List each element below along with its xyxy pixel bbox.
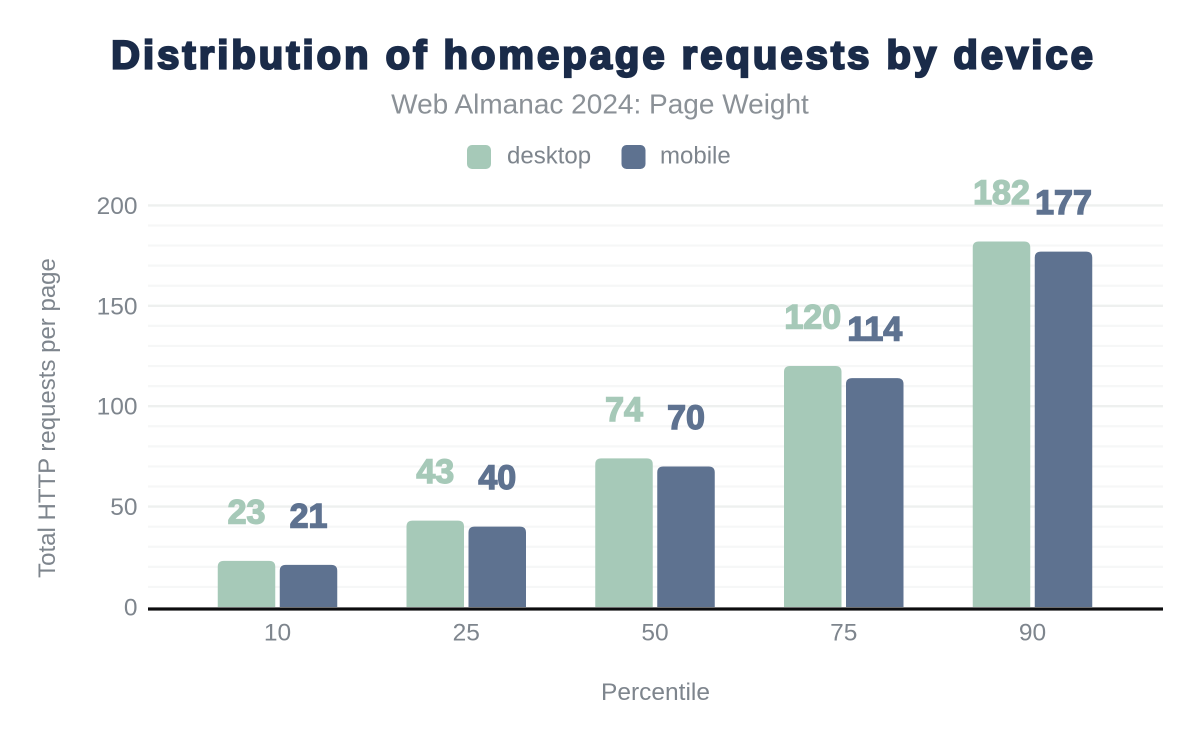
svg-text:90: 90 xyxy=(1019,620,1046,647)
svg-text:Web Almanac 2024: Page Weight: Web Almanac 2024: Page Weight xyxy=(391,89,809,120)
svg-text:177: 177 xyxy=(1035,184,1092,222)
svg-text:50: 50 xyxy=(110,494,137,521)
svg-text:mobile: mobile xyxy=(660,143,731,170)
svg-text:Percentile: Percentile xyxy=(601,679,710,706)
svg-text:0: 0 xyxy=(124,595,138,622)
svg-text:40: 40 xyxy=(478,459,516,497)
svg-text:10: 10 xyxy=(264,620,291,647)
svg-text:23: 23 xyxy=(228,493,266,531)
svg-text:200: 200 xyxy=(97,193,138,220)
svg-text:Total HTTP requests per page: Total HTTP requests per page xyxy=(34,258,61,578)
svg-text:25: 25 xyxy=(453,620,480,647)
svg-text:74: 74 xyxy=(605,391,643,429)
svg-text:desktop: desktop xyxy=(507,143,591,170)
svg-text:21: 21 xyxy=(290,497,328,535)
svg-text:114: 114 xyxy=(847,311,902,349)
svg-text:182: 182 xyxy=(973,174,1030,212)
svg-text:75: 75 xyxy=(830,620,857,647)
svg-text:50: 50 xyxy=(641,620,668,647)
svg-text:43: 43 xyxy=(416,453,454,491)
svg-text:70: 70 xyxy=(667,399,705,437)
svg-text:Distribution of homepage reque: Distribution of homepage requests by dev… xyxy=(111,34,1096,78)
svg-text:100: 100 xyxy=(97,394,138,421)
svg-text:150: 150 xyxy=(97,293,138,320)
svg-text:120: 120 xyxy=(784,299,841,337)
